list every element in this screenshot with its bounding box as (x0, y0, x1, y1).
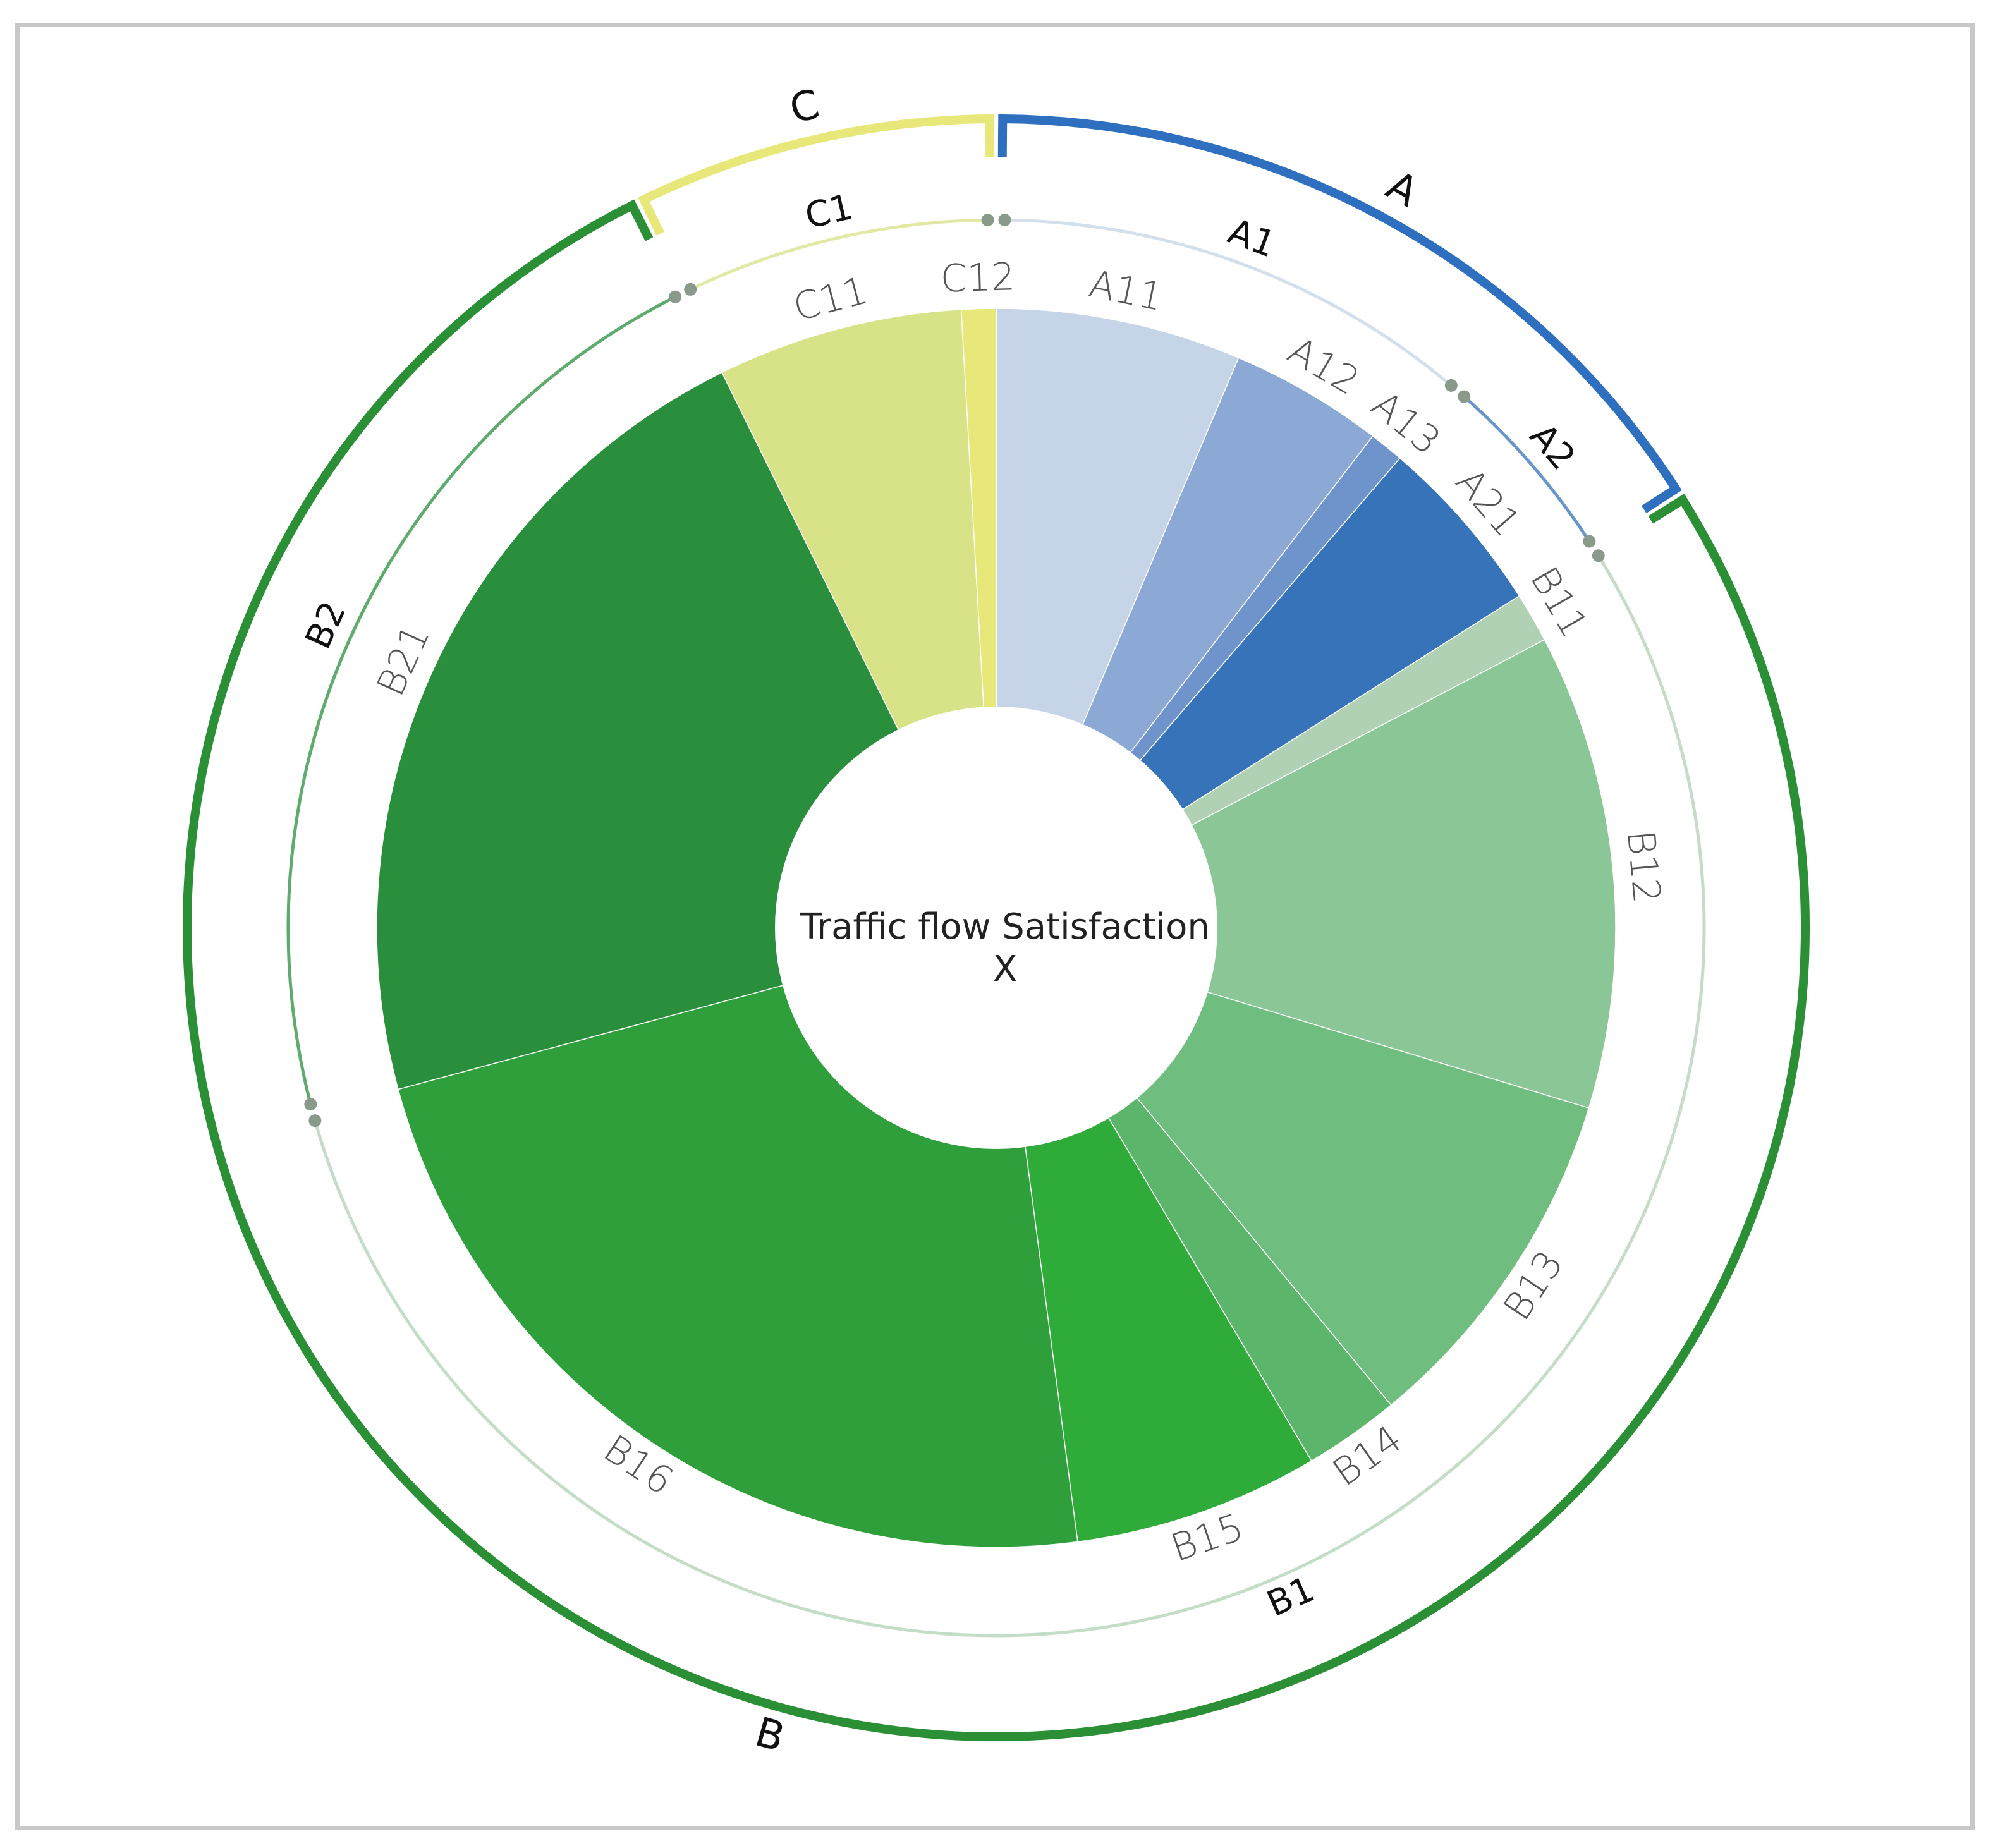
subgroup-ring-b1 (313, 554, 1706, 1638)
subgroup-endpoint-c1-0 (684, 283, 697, 296)
subgroup-endpoint-b1-0 (1592, 549, 1605, 562)
segment-label-c12: C12 (940, 255, 1016, 301)
group-rings-layer (183, 114, 1810, 1741)
center-title: Traffic flow Satisfaction (800, 906, 1210, 947)
subgroup-ring-a2 (1463, 395, 1591, 542)
subgroup-endpoint-b2-0 (304, 1098, 317, 1111)
subgroup-label-b1: B1 (1261, 1569, 1320, 1625)
center-subtitle: X (993, 949, 1017, 990)
subgroup-ring-b2 (286, 295, 676, 1105)
group-ring-a (997, 114, 1682, 513)
subgroup-label-a2: A2 (1521, 416, 1583, 478)
group-ring-b (183, 199, 1810, 1741)
subgroup-ring-a1 (1004, 218, 1453, 387)
segment-label-b12: B12 (1618, 828, 1669, 905)
segment-label-a11: A11 (1085, 262, 1167, 320)
group-label-b: B (750, 1709, 789, 1761)
subgroup-rings-layer (286, 214, 1706, 1638)
subgroup-label-a1: A1 (1222, 211, 1281, 266)
segments-layer (376, 308, 1616, 1548)
group-label-c: C (786, 81, 824, 133)
subgroup-endpoint-b1-1 (308, 1114, 322, 1128)
subgroup-endpoint-a1-1 (1444, 379, 1458, 392)
group-ring-c (638, 114, 995, 236)
subgroup-label-c1: C1 (801, 186, 857, 237)
center-hole (775, 707, 1217, 1149)
subgroup-endpoint-a1-0 (998, 214, 1011, 227)
subgroup-endpoint-c1-1 (981, 214, 994, 227)
subgroup-endpoint-a2-1 (1583, 535, 1596, 548)
subgroup-endpoint-b2-1 (669, 290, 682, 303)
subgroup-ring-c1 (690, 218, 988, 291)
subgroup-endpoint-a2-0 (1458, 390, 1471, 403)
segment-label-c11: C11 (789, 269, 872, 331)
group-label-a: A (1379, 162, 1425, 217)
